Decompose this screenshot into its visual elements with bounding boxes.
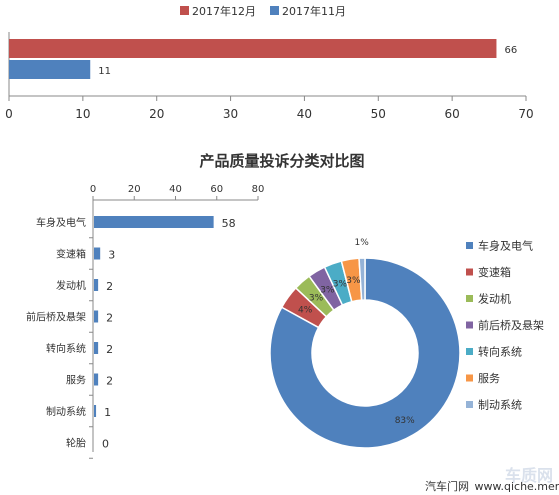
category-value-1: 3 (108, 249, 115, 262)
top-chart-tick-label-4: 40 (297, 107, 312, 121)
category-value-5: 2 (106, 375, 113, 388)
donut-slice-6 (358, 257, 366, 301)
category-value-6: 1 (104, 406, 111, 419)
top-chart-tick-label-3: 30 (223, 107, 238, 121)
category-label-5: 服务 (66, 374, 86, 387)
legend-label-1: 2017年11月 (282, 4, 346, 18)
category-label-3: 前后桥及悬架 (26, 311, 86, 324)
top-chart-bar-0 (9, 39, 497, 58)
top-chart-bar-label-0: 66 (504, 45, 517, 56)
category-value-7: 0 (102, 438, 109, 451)
category-chart-tick-label-4: 80 (252, 184, 265, 195)
top-chart-tick-label-0: 0 (5, 107, 13, 121)
category-bar-3 (94, 310, 99, 323)
category-value-3: 2 (106, 312, 113, 325)
donut-legend-swatch-1 (466, 268, 473, 276)
category-chart-tick-label-1: 20 (128, 184, 141, 195)
donut-value-label-2: 3% (309, 293, 324, 303)
donut-legend-swatch-4 (466, 348, 473, 355)
category-label-4: 转向系统 (46, 342, 86, 355)
category-chart-tick-label-0: 0 (90, 184, 96, 195)
category-bar-1 (94, 247, 101, 260)
category-chart-tick-label-3: 60 (210, 184, 223, 195)
top-chart-tick-label-7: 70 (518, 107, 533, 121)
donut-legend-swatch-2 (466, 295, 473, 302)
top-chart-tick-label-2: 20 (149, 107, 164, 121)
category-chart-tick-label-2: 40 (169, 184, 182, 195)
donut-legend-swatch-0 (466, 242, 473, 249)
category-bar-4 (94, 342, 99, 354)
footer-credit: 汽车门网 www.qiche.men... (425, 478, 559, 494)
donut-value-label-4: 3% (333, 279, 348, 289)
category-bar-2 (94, 279, 99, 291)
category-value-0: 58 (222, 217, 236, 230)
chart-title: 产品质量投诉分类对比图 (199, 152, 364, 170)
donut-value-label-1: 4% (298, 306, 313, 316)
donut-slice-0 (269, 257, 461, 449)
donut-legend-swatch-6 (466, 401, 473, 408)
donut-legend-label-6: 制动系统 (478, 399, 522, 412)
category-bar-6 (94, 405, 97, 417)
legend-swatch-1 (270, 6, 279, 15)
donut-legend-label-2: 发动机 (478, 292, 511, 306)
legend-label-0: 2017年12月 (192, 4, 256, 18)
donut-legend-swatch-3 (466, 321, 473, 329)
donut-legend-label-5: 服务 (478, 372, 500, 385)
legend-swatch-0 (180, 6, 189, 15)
top-chart-bar-1 (9, 60, 91, 79)
category-label-7: 轮胎 (66, 437, 86, 450)
category-label-0: 车身及电气 (36, 216, 86, 229)
donut-legend-label-0: 车身及电气 (478, 239, 533, 253)
donut-value-label-0: 83% (395, 416, 415, 426)
top-chart-tick-label-6: 60 (445, 107, 460, 121)
category-bar-5 (94, 373, 99, 386)
donut-legend-label-1: 变速箱 (478, 265, 511, 279)
footer-site: 汽车门网 (425, 480, 469, 493)
category-label-1: 变速箱 (56, 248, 86, 261)
donut-value-label-6: 1% (354, 238, 369, 248)
category-label-2: 发动机 (56, 279, 86, 292)
donut-value-label-3: 3% (320, 285, 335, 295)
footer-url: www.qiche.men... (474, 480, 559, 493)
donut-value-label-5: 3% (346, 276, 361, 286)
category-label-6: 制动系统 (46, 405, 86, 418)
top-chart-bar-label-1: 11 (98, 66, 111, 77)
donut-legend-label-4: 转向系统 (478, 345, 522, 359)
top-chart-tick-label-5: 50 (371, 107, 386, 121)
category-bar-0 (94, 216, 214, 228)
top-chart-tick-label-1: 10 (75, 107, 90, 121)
category-value-2: 2 (106, 280, 113, 293)
category-value-4: 2 (106, 343, 113, 356)
watermark-logo: 车质网 (504, 466, 553, 485)
donut-legend-label-3: 前后桥及悬架 (478, 318, 544, 332)
donut-legend-swatch-5 (466, 374, 473, 382)
